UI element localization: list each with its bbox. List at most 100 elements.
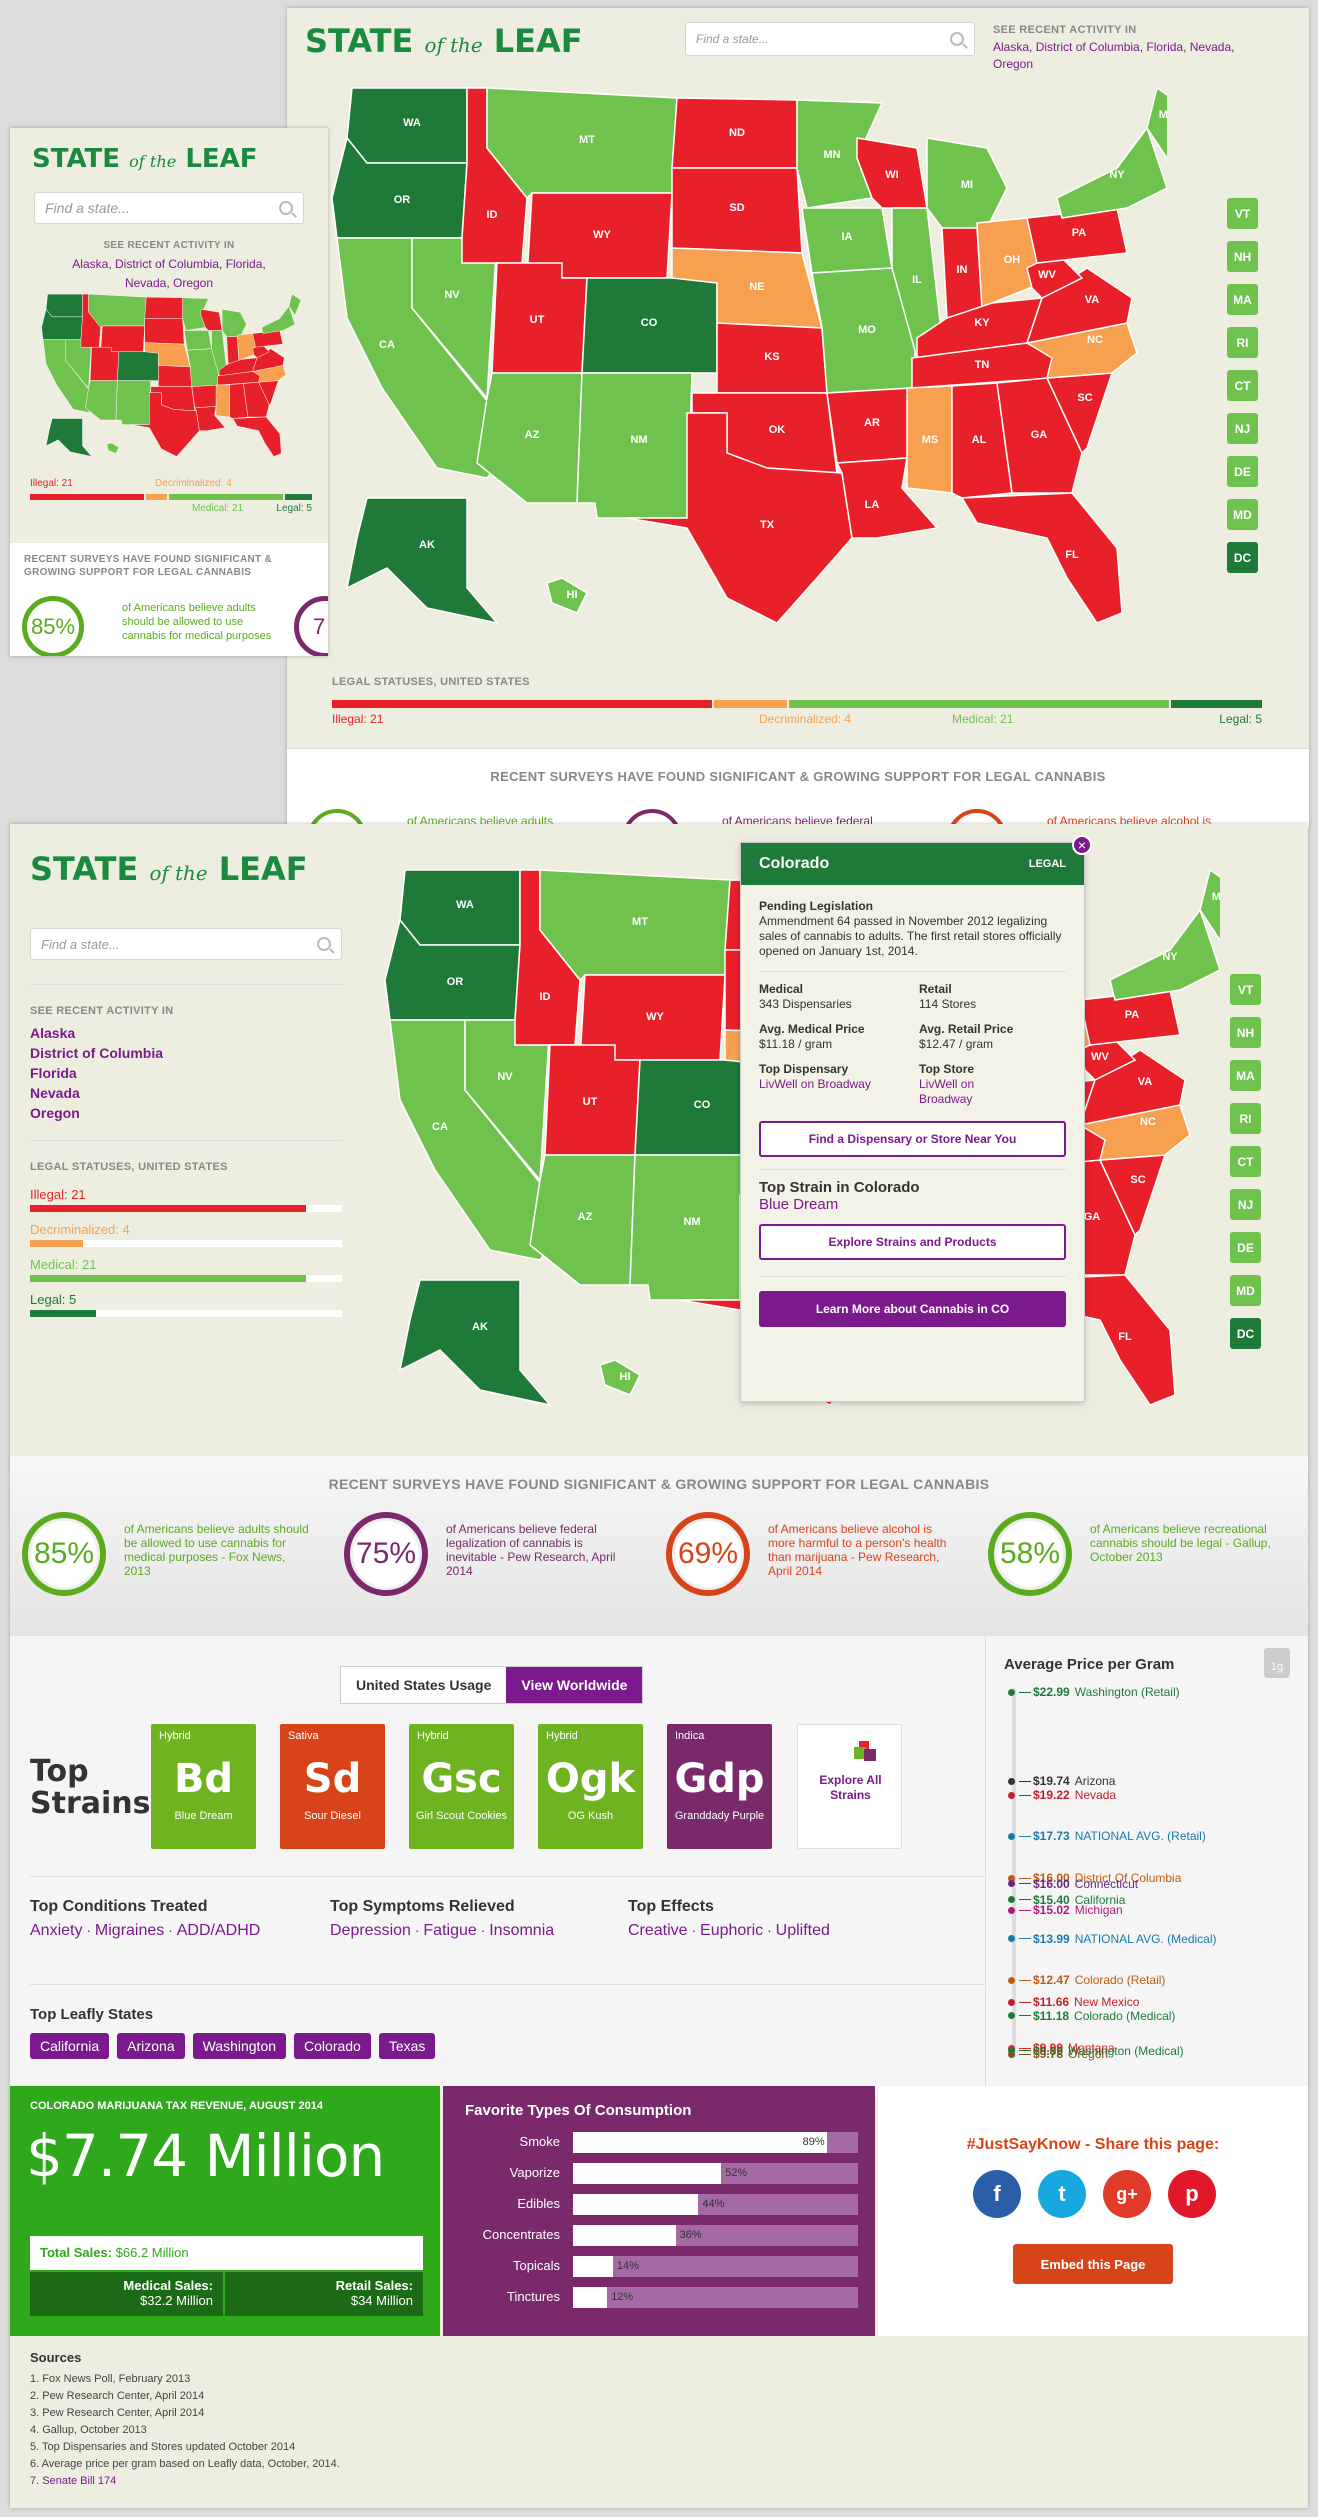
recent-link-alaska[interactable]: Alaska	[72, 257, 109, 271]
state-button-ri[interactable]: RI	[1227, 327, 1258, 358]
popup-close-button[interactable]: ×	[1072, 835, 1092, 855]
state-ms[interactable]	[215, 384, 230, 418]
state-wi[interactable]	[200, 308, 223, 331]
list-link[interactable]: ADD/ADHD	[176, 1922, 261, 1939]
state-va[interactable]	[1025, 267, 1133, 344]
senate-bill-link[interactable]: Senate Bill 174	[42, 2475, 117, 2487]
state-mt[interactable]	[88, 293, 147, 328]
recent-link-florida[interactable]: Florida	[30, 1065, 77, 1081]
state-ak[interactable]	[345, 497, 500, 625]
state-button-md[interactable]: MD	[1230, 1275, 1261, 1306]
state-ar[interactable]	[191, 384, 218, 409]
state-az[interactable]	[85, 380, 118, 421]
state-ia[interactable]	[183, 330, 212, 351]
explore-strains-button[interactable]: Explore Strains and Products	[759, 1224, 1066, 1260]
list-link[interactable]: Creative	[628, 1922, 688, 1939]
recent-link-dc[interactable]: District of Columbia	[114, 257, 220, 271]
state-ga[interactable]	[996, 377, 1083, 494]
find-dispensary-button[interactable]: Find a Dispensary or Store Near You	[759, 1121, 1066, 1157]
state-hi[interactable]	[546, 577, 588, 614]
search-input[interactable]: Find a state...	[685, 22, 975, 56]
state-button-ri[interactable]: RI	[1230, 1103, 1261, 1134]
state-button-vt[interactable]: VT	[1227, 198, 1258, 229]
state-ak[interactable]	[45, 418, 93, 457]
list-link[interactable]: Euphoric	[700, 1922, 764, 1939]
state-hi[interactable]	[106, 442, 120, 454]
embed-page-button[interactable]: Embed this Page	[1013, 2244, 1173, 2284]
state-button-vt[interactable]: VT	[1230, 974, 1261, 1005]
recent-link-dc[interactable]: District of Columbia	[1035, 40, 1140, 54]
strain-tile[interactable]: Hybrid Ogk OG Kush	[538, 1724, 643, 1849]
state-nm[interactable]	[115, 380, 152, 425]
us-map-small[interactable]	[30, 288, 305, 458]
top-store-link[interactable]: LivWell on Broadway	[919, 1077, 975, 1106]
recent-link-oregon[interactable]: Oregon	[30, 1105, 80, 1121]
leafly-state-chip[interactable]: Arizona	[117, 2033, 185, 2059]
strain-tile[interactable]: Hybrid Bd Blue Dream	[151, 1724, 256, 1849]
list-link[interactable]: Insomnia	[489, 1922, 555, 1939]
search-input[interactable]: Find a state...	[30, 928, 342, 960]
tab-view-worldwide[interactable]: View Worldwide	[506, 1667, 643, 1703]
state-button-de[interactable]: DE	[1230, 1232, 1261, 1263]
list-link[interactable]: Fatigue	[423, 1922, 477, 1939]
state-oh[interactable]	[976, 217, 1043, 310]
state-ny[interactable]	[261, 305, 296, 334]
logo[interactable]: STATE of the LEAF	[305, 22, 583, 60]
state-button-nj[interactable]: NJ	[1227, 413, 1258, 444]
explore-all-strains-tile[interactable]: Explore All Strains	[797, 1724, 902, 1849]
list-link[interactable]: Migraines	[94, 1922, 165, 1939]
recent-link-oregon[interactable]: Oregon	[173, 276, 214, 290]
state-me[interactable]	[1199, 868, 1220, 942]
state-ga[interactable]	[243, 381, 270, 418]
state-button-dc[interactable]: DC	[1227, 542, 1258, 573]
recent-link-nevada[interactable]: Nevada	[1189, 40, 1232, 54]
leafly-state-chip[interactable]: California	[30, 2033, 110, 2059]
recent-link-oregon[interactable]: Oregon	[993, 57, 1034, 71]
leafly-state-chip[interactable]: Texas	[378, 2033, 436, 2059]
state-button-nh[interactable]: NH	[1227, 241, 1258, 272]
logo[interactable]: STATE of the LEAF	[32, 144, 258, 174]
recent-link-florida[interactable]: Florida	[225, 257, 263, 271]
state-button-ct[interactable]: CT	[1230, 1146, 1261, 1177]
facebook-icon[interactable]: f	[973, 2170, 1021, 2218]
state-in[interactable]	[226, 336, 240, 365]
state-button-dc[interactable]: DC	[1230, 1318, 1261, 1349]
recent-link-alaska[interactable]: Alaska	[30, 1025, 76, 1041]
state-ks[interactable]	[158, 365, 193, 387]
google-plus-icon[interactable]: g+	[1103, 2170, 1151, 2218]
state-button-ct[interactable]: CT	[1227, 370, 1258, 401]
recent-link-nevada[interactable]: Nevada	[124, 276, 167, 290]
state-fl[interactable]	[232, 416, 282, 457]
recent-link-florida[interactable]: Florida	[1146, 40, 1184, 54]
state-me[interactable]	[288, 293, 302, 316]
state-oh[interactable]	[237, 333, 258, 362]
recent-link-alaska[interactable]: Alaska	[993, 40, 1030, 54]
state-fl[interactable]	[960, 492, 1123, 624]
state-la[interactable]	[194, 406, 226, 431]
state-wi[interactable]	[856, 137, 928, 209]
strain-tile[interactable]: Hybrid Gsc Girl Scout Cookies	[409, 1724, 514, 1849]
search-input[interactable]: Find a state...	[34, 192, 304, 224]
state-button-ma[interactable]: MA	[1230, 1060, 1261, 1091]
list-link[interactable]: Uplifted	[775, 1922, 830, 1939]
state-nm[interactable]	[576, 372, 693, 519]
state-la[interactable]	[835, 457, 939, 539]
state-nd[interactable]	[144, 296, 183, 319]
state-al[interactable]	[229, 383, 249, 419]
state-button-de[interactable]: DE	[1227, 456, 1258, 487]
strain-tile[interactable]: Indica Gdp Granddady Purple	[667, 1724, 772, 1849]
logo[interactable]: STATE of the LEAF	[30, 850, 308, 888]
leafly-state-chip[interactable]: Washington	[192, 2033, 287, 2059]
state-va[interactable]	[252, 348, 285, 372]
leafly-state-chip[interactable]: Colorado	[294, 2033, 371, 2059]
state-button-ma[interactable]: MA	[1227, 284, 1258, 315]
pinterest-icon[interactable]: p	[1168, 2170, 1216, 2218]
top-strain-link[interactable]: Blue Dream	[759, 1196, 839, 1213]
recent-link-nevada[interactable]: Nevada	[30, 1085, 80, 1101]
state-tx[interactable]	[626, 412, 853, 624]
state-hi[interactable]	[599, 1359, 641, 1396]
list-link[interactable]: Depression	[330, 1922, 411, 1939]
state-me[interactable]	[1146, 86, 1167, 160]
state-ny[interactable]	[1056, 126, 1167, 219]
state-wa[interactable]	[45, 293, 83, 318]
